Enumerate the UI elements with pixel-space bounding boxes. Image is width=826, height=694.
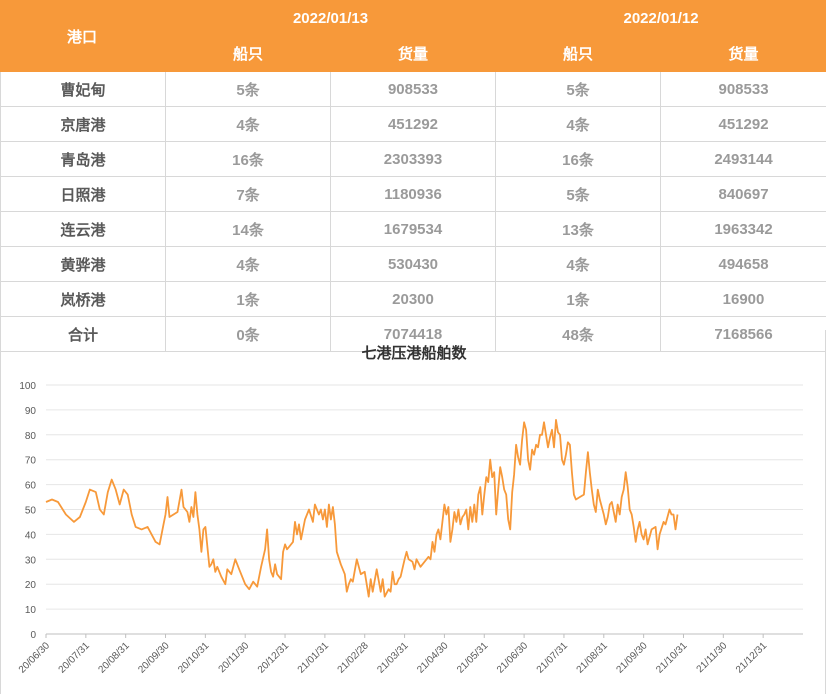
chart-title: 七港压港船舶数 (361, 345, 467, 362)
y-tick-label: 20 (25, 580, 37, 591)
port-name: 曹妃甸 (0, 71, 166, 107)
y-tick-label: 30 (25, 555, 37, 566)
y-tick-label: 100 (19, 381, 36, 392)
ships-count: 13条 (495, 211, 662, 247)
ships-count: 1条 (495, 281, 662, 317)
y-tick-label: 40 (25, 530, 37, 541)
x-tick-label: 21/05/31 (455, 640, 491, 676)
port-name: 青岛港 (0, 141, 166, 177)
x-tick-label: 20/06/30 (17, 640, 53, 676)
x-tick-label: 21/07/31 (535, 640, 571, 676)
cargo-header: 货量 (329, 35, 497, 72)
x-tick-label: 20/11/30 (217, 640, 252, 675)
x-tick-label: 21/01/31 (296, 640, 332, 676)
x-tick-label: 21/12/31 (734, 640, 770, 676)
cargo-volume: 7074418 (329, 316, 497, 352)
cargo-volume: 908533 (329, 71, 497, 107)
ships-count: 4条 (495, 246, 662, 282)
date-header-2: 2022/01/12 (495, 0, 826, 36)
table-row: 黄骅港 4条 530430 4条 494658 (0, 246, 826, 282)
port-table: 港口 2022/01/13 2022/01/12 船只 货量 船只 货量 曹妃甸… (0, 0, 826, 352)
port-name: 合计 (0, 316, 166, 352)
x-tick-label: 20/12/31 (256, 640, 292, 676)
x-tick-label: 21/02/28 (336, 640, 372, 676)
port-name: 岚桥港 (0, 281, 166, 317)
x-tick-label: 21/04/30 (415, 640, 451, 676)
cargo-volume: 494658 (660, 246, 826, 282)
port-header: 港口 (0, 0, 166, 72)
ships-count: 1条 (165, 281, 331, 317)
y-tick-label: 70 (25, 456, 37, 467)
x-tick-label: 21/06/30 (495, 640, 531, 676)
series-line (45, 419, 679, 598)
x-tick-label: 21/08/31 (575, 640, 611, 676)
y-tick-label: 60 (25, 481, 37, 492)
x-tick-label: 21/03/31 (375, 640, 411, 676)
cargo-volume: 2303393 (329, 141, 497, 177)
y-tick-label: 10 (25, 605, 37, 616)
x-tick-label: 20/10/31 (176, 640, 212, 676)
x-tick-label: 20/09/30 (136, 640, 172, 676)
ships-count: 7条 (165, 176, 331, 212)
ships-count: 16条 (495, 141, 662, 177)
ships-count: 4条 (165, 246, 331, 282)
date-header-1: 2022/01/13 (164, 0, 497, 36)
table-row: 连云港 14条 1679534 13条 1963342 (0, 211, 826, 247)
ships-count: 5条 (165, 71, 331, 107)
ships-count: 4条 (165, 106, 331, 142)
port-name: 黄骅港 (0, 246, 166, 282)
cargo-volume: 16900 (660, 281, 826, 317)
cargo-header: 货量 (660, 35, 826, 72)
cargo-volume: 20300 (329, 281, 497, 317)
cargo-volume: 1963342 (660, 211, 826, 247)
cargo-volume: 1679534 (329, 211, 497, 247)
y-tick-label: 80 (25, 431, 37, 442)
cargo-volume: 840697 (660, 176, 826, 212)
ship-count-chart: 七港压港船舶数 0 10 20 30 40 50 60 70 80 90 100 20/06/30 20… (0, 330, 826, 694)
y-tick-label: 90 (25, 406, 37, 417)
table-row: 青岛港 16条 2303393 16条 2493144 (0, 141, 826, 177)
port-name: 连云港 (0, 211, 166, 247)
y-tick-label: 50 (25, 506, 37, 517)
ships-header: 船只 (165, 35, 331, 72)
cargo-volume: 1180936 (329, 176, 497, 212)
x-tick-label: 21/11/30 (695, 640, 730, 675)
ships-count: 16条 (165, 141, 331, 177)
ships-count: 4条 (495, 106, 662, 142)
table-row: 岚桥港 1条 20300 1条 16900 (0, 281, 826, 317)
ships-count: 5条 (495, 176, 662, 212)
port-name: 日照港 (0, 176, 166, 212)
cargo-volume: 451292 (660, 106, 826, 142)
cargo-volume: 7168566 (660, 316, 826, 352)
cargo-volume: 530430 (329, 246, 497, 282)
cargo-volume: 908533 (660, 71, 826, 107)
ships-count: 5条 (495, 71, 662, 107)
table-row: 日照港 7条 1180936 5条 840697 (0, 176, 826, 212)
table-row: 合计 0条 7074418 48条 7168566 (0, 316, 826, 352)
ships-count: 0条 (165, 316, 331, 352)
cargo-volume: 2493144 (660, 141, 826, 177)
x-tick-label: 20/07/31 (57, 640, 93, 676)
table-row: 京唐港 4条 451292 4条 451292 (0, 106, 826, 142)
table-row: 曹妃甸 5条 908533 5条 908533 (0, 71, 826, 107)
x-tick-label: 20/08/31 (96, 640, 132, 676)
ships-header: 船只 (495, 35, 662, 72)
port-name: 京唐港 (0, 106, 166, 142)
y-tick-label: 0 (30, 630, 36, 641)
x-tick-label: 21/10/31 (654, 640, 690, 676)
ships-count: 14条 (165, 211, 331, 247)
cargo-volume: 451292 (329, 106, 497, 142)
x-tick-label: 21/09/30 (614, 640, 650, 676)
ships-count: 48条 (495, 316, 662, 352)
